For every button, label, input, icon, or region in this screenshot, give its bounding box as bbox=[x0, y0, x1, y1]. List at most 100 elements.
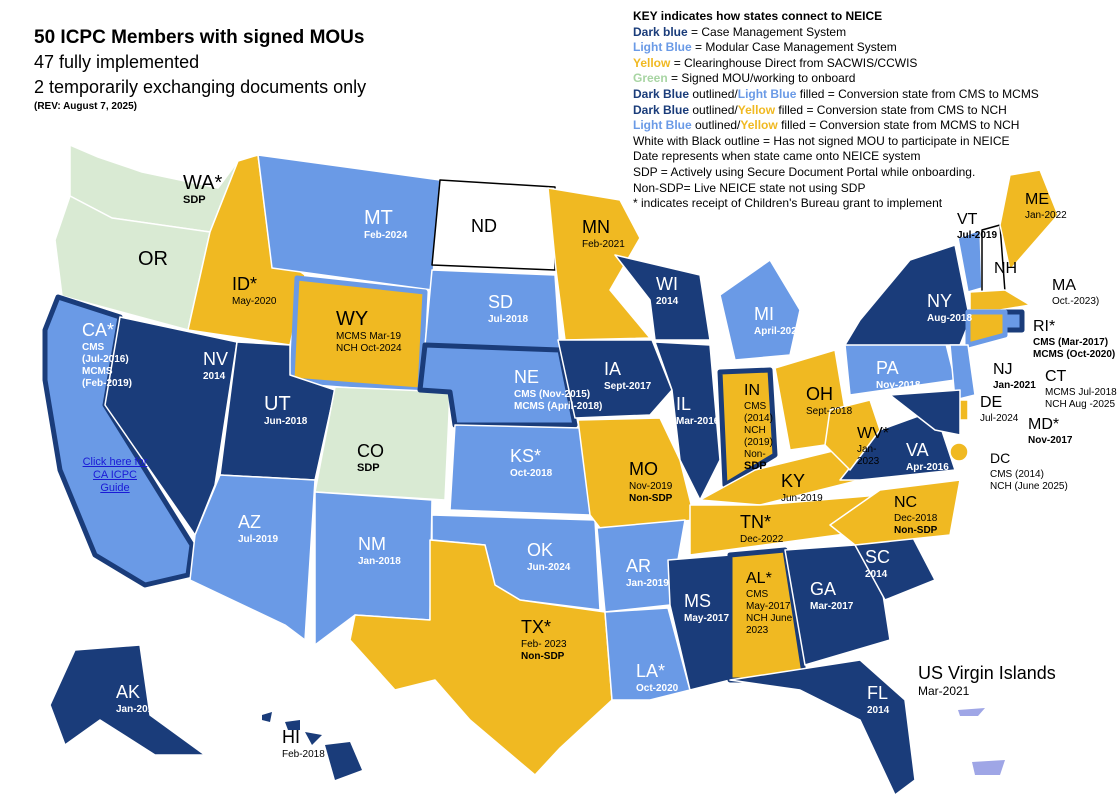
state-detail-ak-0: Jan-2017 bbox=[116, 704, 159, 715]
vi-name: US Virgin Islands bbox=[918, 663, 1056, 683]
state-label-co: CO bbox=[357, 441, 384, 461]
state-ma bbox=[969, 289, 1031, 311]
state-co bbox=[314, 386, 451, 501]
state-detail-fl-0: 2014 bbox=[867, 705, 890, 716]
state-detail-la-0: Oct-2020 bbox=[636, 683, 679, 694]
state-wi bbox=[614, 254, 711, 341]
state-label-nj: NJ bbox=[993, 361, 1013, 378]
key-line-date: Date represents when state came onto NEI… bbox=[633, 149, 921, 164]
key-line-green: Green = Signed MOU/working to onboard bbox=[633, 71, 856, 86]
revision-date: (REV: August 7, 2025) bbox=[34, 101, 137, 112]
state-detail-mt-0: Feb-2024 bbox=[364, 230, 408, 241]
key-title: KEY indicates how states connect to NEIC… bbox=[633, 9, 883, 23]
state-detail-wy-0: MCMS Mar-19 bbox=[336, 331, 401, 342]
state-label-wy: WY bbox=[336, 308, 368, 330]
state-label-la: LA* bbox=[636, 661, 665, 681]
state-detail-nc-1: Non-SDP bbox=[894, 525, 938, 536]
state-label-ar: AR bbox=[626, 556, 651, 576]
state-label-de: DE bbox=[980, 394, 1002, 411]
state-detail-sd-0: Jul-2018 bbox=[488, 314, 528, 325]
state-detail-il-0: Mar-2016 bbox=[676, 416, 720, 427]
hawaii-island-4 bbox=[325, 742, 362, 780]
key-line-light-blue: Light Blue = Modular Case Management Sys… bbox=[633, 40, 897, 55]
state-detail-ok-0: Jun-2024 bbox=[527, 562, 571, 573]
state-la bbox=[604, 607, 691, 701]
state-detail-ct-0: MCMS Jul-2018 bbox=[1045, 387, 1117, 398]
key-line-non-sdp: Non-SDP= Live NEICE state not using SDP bbox=[633, 180, 866, 195]
state-detail-mn-0: Feb-2021 bbox=[582, 239, 625, 250]
state-detail-nv-0: 2014 bbox=[203, 371, 226, 382]
state-detail-in-2: NCH bbox=[744, 425, 766, 436]
state-detail-pa-0: Nov-2018 bbox=[876, 380, 921, 391]
state-ri bbox=[1002, 309, 1025, 333]
state-ak bbox=[49, 644, 206, 756]
state-label-il: IL bbox=[676, 394, 691, 414]
state-label-or: OR bbox=[138, 248, 168, 270]
state-ia bbox=[557, 339, 673, 419]
map-header: 50 ICPC Members with signed MOUs 47 full… bbox=[34, 26, 366, 114]
state-detail-nj-0: Jan-2021 bbox=[993, 380, 1036, 391]
state-tx bbox=[349, 539, 613, 776]
state-detail-dc-1: NCH (June 2025) bbox=[990, 481, 1068, 492]
state-detail-al-0: CMS bbox=[746, 589, 769, 600]
state-label-nd: ND bbox=[471, 216, 497, 236]
state-in bbox=[717, 367, 778, 488]
state-nj bbox=[949, 344, 976, 401]
state-detail-ri-0: CMS (Mar-2017) bbox=[1033, 337, 1108, 348]
state-ms bbox=[667, 554, 731, 691]
state-detail-md-0: Nov-2017 bbox=[1028, 435, 1073, 446]
state-detail-nm-0: Jan-2018 bbox=[358, 556, 401, 567]
key-line-sdp: SDP = Actively using Secure Document Por… bbox=[633, 164, 976, 179]
state-label-hi: HI bbox=[282, 727, 300, 747]
state-label-ks: KS* bbox=[510, 446, 541, 466]
state-detail-wv-1: 2023 bbox=[857, 456, 880, 467]
state-detail-ne-1: MCMS (April-2018) bbox=[514, 401, 602, 412]
state-detail-tx-1: Non-SDP bbox=[521, 651, 565, 662]
state-label-ny: NY bbox=[927, 291, 952, 311]
key-line-dark-blue: Dark blue = Case Management System bbox=[633, 24, 847, 39]
vi-date: Mar-2021 bbox=[918, 684, 970, 698]
state-label-mt: MT bbox=[364, 207, 393, 229]
key-line-cms-mcms: Dark Blue outlined/Light Blue filled = C… bbox=[633, 86, 1039, 101]
state-detail-in-0: CMS bbox=[744, 401, 767, 412]
state-label-wa: WA* bbox=[183, 172, 222, 194]
ca-icpc-guide-link[interactable]: Click here for CA ICPC Guide bbox=[82, 456, 148, 494]
state-detail-id-0: May-2020 bbox=[232, 296, 277, 307]
key-line-mcms-nch: Light Blue outlined/Yellow filled = Conv… bbox=[633, 118, 1020, 133]
state-label-va: VA bbox=[906, 440, 929, 460]
key-line-grant: * indicates receipt of Children's Bureau… bbox=[633, 196, 943, 211]
state-label-oh: OH bbox=[806, 384, 833, 404]
state-label-ak: AK bbox=[116, 682, 140, 702]
virgin-islands-label: US Virgin Islands Mar-2021 bbox=[918, 662, 1056, 699]
vi-island-1 bbox=[958, 708, 985, 716]
state-detail-al-1: May-2017 bbox=[746, 601, 791, 612]
hawaii-island-3 bbox=[305, 732, 322, 745]
vi-island-2 bbox=[972, 760, 1005, 775]
state-label-ma: MA bbox=[1052, 277, 1076, 294]
state-detail-wa-0: SDP bbox=[183, 194, 206, 206]
state-label-fl: FL bbox=[867, 683, 888, 703]
state-label-sd: SD bbox=[488, 292, 513, 312]
state-detail-ky-0: Jun-2019 bbox=[781, 493, 823, 504]
state-detail-ne-0: CMS (Nov-2015) bbox=[514, 389, 590, 400]
state-dc bbox=[949, 442, 969, 462]
state-detail-dc-0: CMS (2014) bbox=[990, 469, 1044, 480]
state-label-wv: WV* bbox=[857, 425, 889, 442]
state-detail-de-0: Jul-2024 bbox=[980, 413, 1019, 424]
state-detail-ar-0: Jan-2019 bbox=[626, 578, 669, 589]
state-detail-ma-0: Oct.-2023) bbox=[1052, 296, 1099, 307]
state-detail-al-2: NCH June bbox=[746, 613, 793, 624]
state-az bbox=[189, 474, 316, 641]
implemented-count: 47 fully implemented bbox=[34, 52, 200, 72]
state-detail-wi-0: 2014 bbox=[656, 296, 679, 307]
key-line-cms-nch: Dark Blue outlined/Yellow filled = Conve… bbox=[633, 102, 1007, 117]
state-me bbox=[999, 169, 1059, 271]
state-label-ca: CA* bbox=[82, 320, 114, 340]
state-label-in: IN bbox=[744, 382, 760, 399]
state-label-md: MD* bbox=[1028, 416, 1059, 433]
hawaii-island-1 bbox=[262, 712, 272, 722]
state-detail-ms-0: May-2017 bbox=[684, 613, 729, 624]
state-detail-me-0: Jan-2022 bbox=[1025, 210, 1067, 221]
state-label-me: ME bbox=[1025, 191, 1049, 208]
state-detail-in-3: (2019) bbox=[744, 437, 773, 448]
